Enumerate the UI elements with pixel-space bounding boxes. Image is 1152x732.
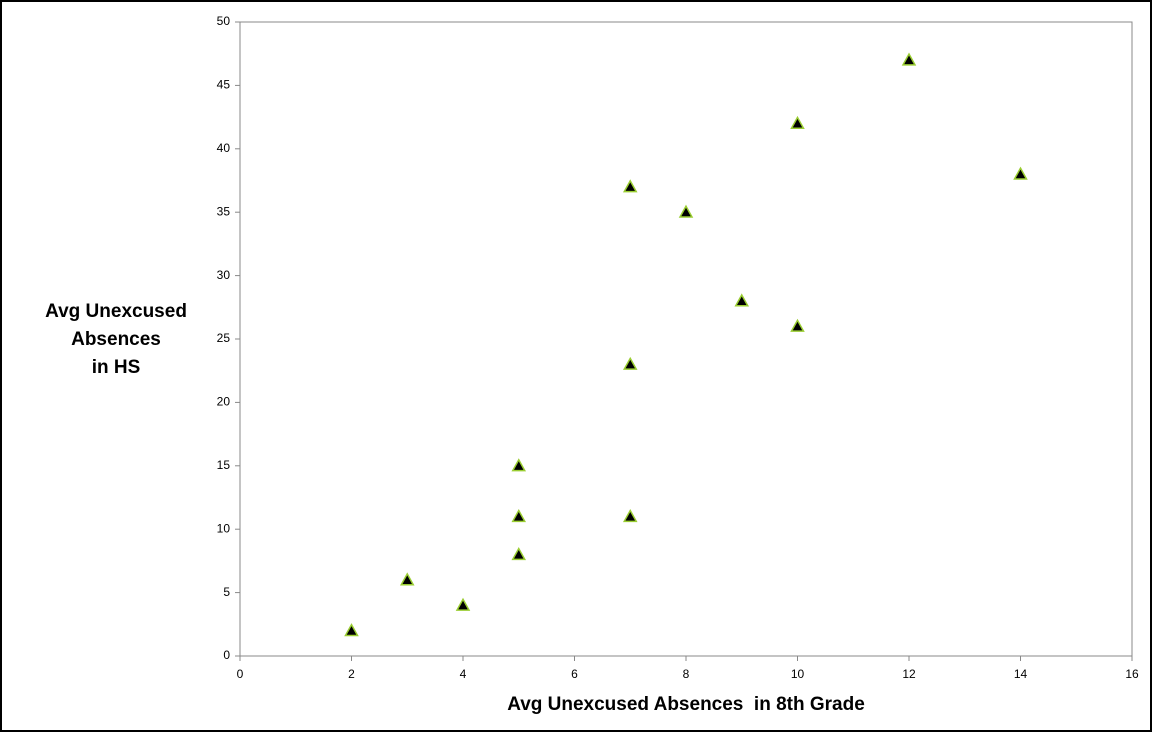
x-tick-label: 4: [460, 667, 467, 681]
y-tick-label: 15: [217, 458, 231, 472]
y-tick-label: 50: [217, 14, 231, 28]
marker: [734, 293, 750, 307]
y-tick-label: 10: [217, 521, 231, 535]
x-tick-label: 6: [571, 667, 578, 681]
marker: [622, 508, 638, 523]
y-tick-label: 35: [217, 204, 231, 218]
x-tick-label: 2: [348, 667, 355, 681]
x-tick-label: 14: [1014, 667, 1028, 681]
marker: [511, 458, 527, 472]
x-tick-label: 10: [791, 667, 805, 681]
y-tick-label: 5: [223, 585, 230, 599]
marker: [901, 52, 917, 66]
x-tick-label: 8: [683, 667, 690, 681]
marker: [511, 508, 527, 523]
marker: [790, 115, 805, 129]
marker: [622, 179, 638, 193]
y-axis-label: Avg Unexcused: [45, 301, 187, 322]
x-axis-label: Avg Unexcused Absences in 8th Grade: [507, 694, 865, 715]
x-tick-label: 16: [1125, 667, 1139, 681]
x-tick-label: 0: [237, 667, 244, 681]
marker: [678, 204, 694, 218]
y-tick-label: 40: [217, 141, 231, 155]
marker: [622, 356, 638, 370]
y-axis-label: Absences: [71, 329, 161, 350]
y-tick-label: 30: [217, 268, 231, 282]
y-tick-label: 20: [217, 395, 231, 409]
y-axis-label: in HS: [92, 357, 141, 378]
y-tick-label: 0: [223, 648, 230, 662]
x-tick-label: 12: [902, 667, 916, 681]
marker: [344, 623, 359, 637]
y-tick-label: 25: [217, 331, 231, 345]
marker: [511, 547, 527, 561]
marker: [790, 318, 805, 332]
marker: [399, 572, 415, 586]
marker: [1013, 166, 1028, 180]
marker: [455, 597, 471, 611]
y-tick-label: 45: [217, 78, 231, 92]
